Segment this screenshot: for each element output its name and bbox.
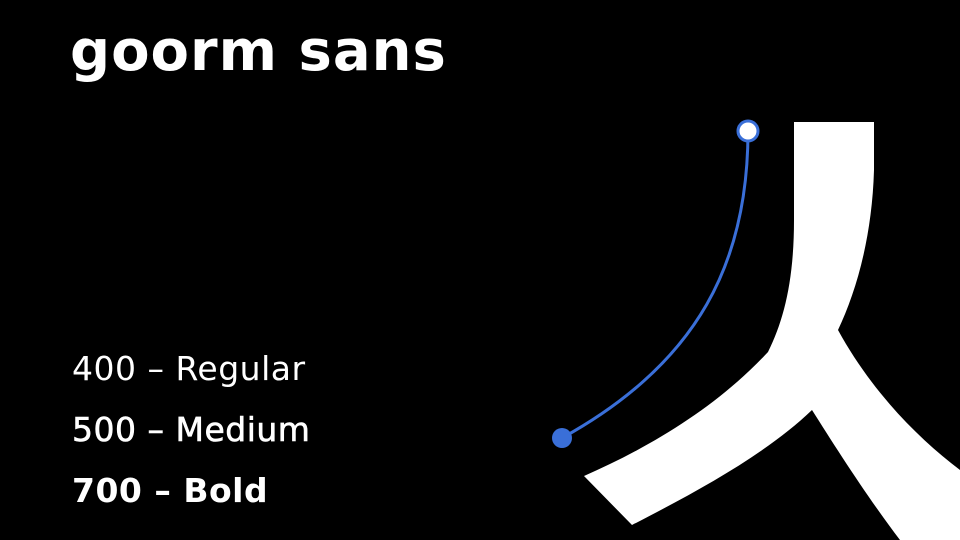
font-weights-list: 400 – Regular 500 – Medium 700 – Bold: [72, 349, 311, 535]
curve-end-handle: [552, 428, 572, 448]
bezier-curve-icon: [561, 130, 750, 440]
weight-bold-label: 700 – Bold: [72, 471, 269, 510]
font-title: goorm sans: [70, 19, 447, 84]
weight-medium-label: 500 – Medium: [72, 410, 311, 449]
curve-start-handle: [736, 119, 760, 143]
weight-regular-label: 400 – Regular: [72, 349, 306, 388]
hangul-siot-glyph-icon: [584, 122, 960, 540]
